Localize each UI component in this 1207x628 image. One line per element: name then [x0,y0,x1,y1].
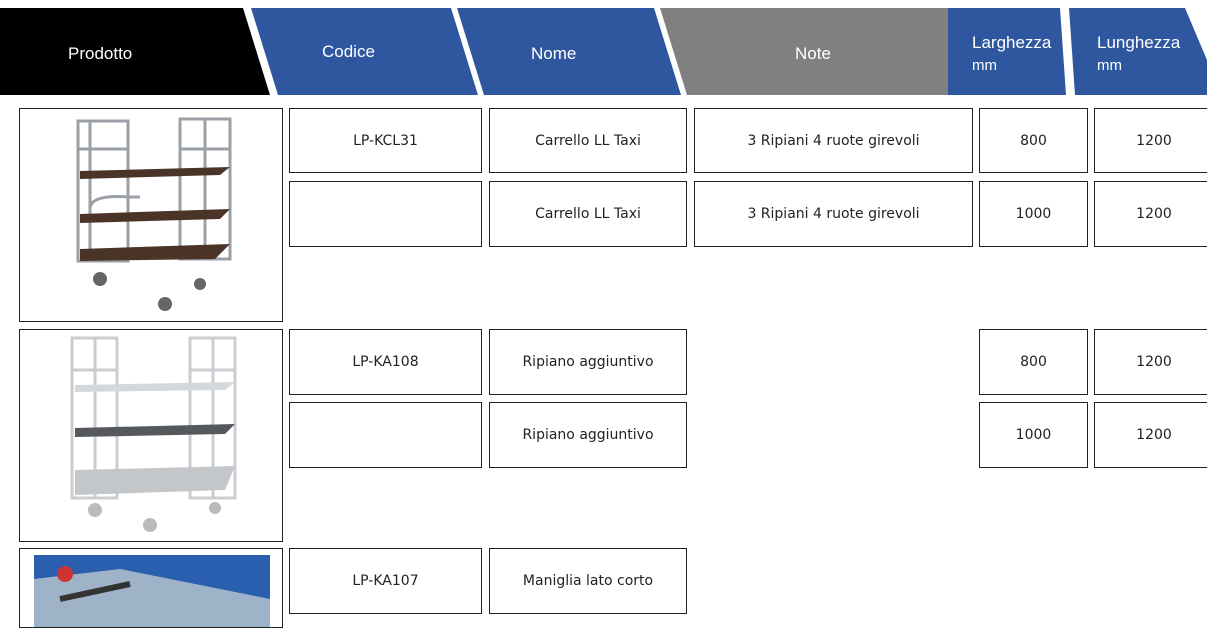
code-cell: LP-KA107 [289,548,482,614]
name-cell: Carrello LL Taxi [489,108,687,173]
empty-cell [289,402,482,468]
product-image [19,329,283,542]
header-tab [457,8,681,95]
name-cell: Ripiano aggiuntivo [489,402,687,468]
code-cell: LP-KA108 [289,329,482,395]
length-cell: 1200 [1094,402,1207,468]
empty-cell [289,181,482,247]
header-unit: mm [972,57,997,74]
header-tab [0,8,270,95]
cart-drawing [76,117,232,311]
header-label: Larghezza [972,33,1052,52]
length-cell: 1200 [1094,108,1207,173]
width-cell: 800 [979,108,1088,173]
handle-drawing [34,555,270,627]
header-label: Lunghezza [1097,33,1181,52]
width-cell: 1000 [979,181,1088,247]
product-image [19,548,283,628]
code-cell: LP-KCL31 [289,108,482,173]
header-label: Prodotto [68,44,133,63]
note-cell: 3 Ripiani 4 ruote girevoli [694,108,973,173]
header-label: Note [795,44,831,63]
header-tab [660,8,948,95]
header-tab [948,8,1066,95]
note-cell: 3 Ripiani 4 ruote girevoli [694,181,973,247]
length-cell: 1200 [1094,329,1207,395]
page: Prodotto Codice Nome Note Larghezza mm L… [0,8,1207,628]
width-cell: 1000 [979,402,1088,468]
header-label: Codice [322,42,375,61]
name-cell: Ripiano aggiuntivo [489,329,687,395]
header-label: Nome [531,44,577,63]
name-cell: Maniglia lato corto [489,548,687,614]
header-tab [251,8,478,95]
header-tab [1069,8,1207,95]
header-unit: mm [1097,57,1122,74]
product-image [19,108,283,322]
shelf-drawing [70,336,237,532]
length-cell: 1200 [1094,181,1207,247]
header-shapes [0,8,1207,95]
width-cell: 800 [979,329,1088,395]
name-cell: Carrello LL Taxi [489,181,687,247]
